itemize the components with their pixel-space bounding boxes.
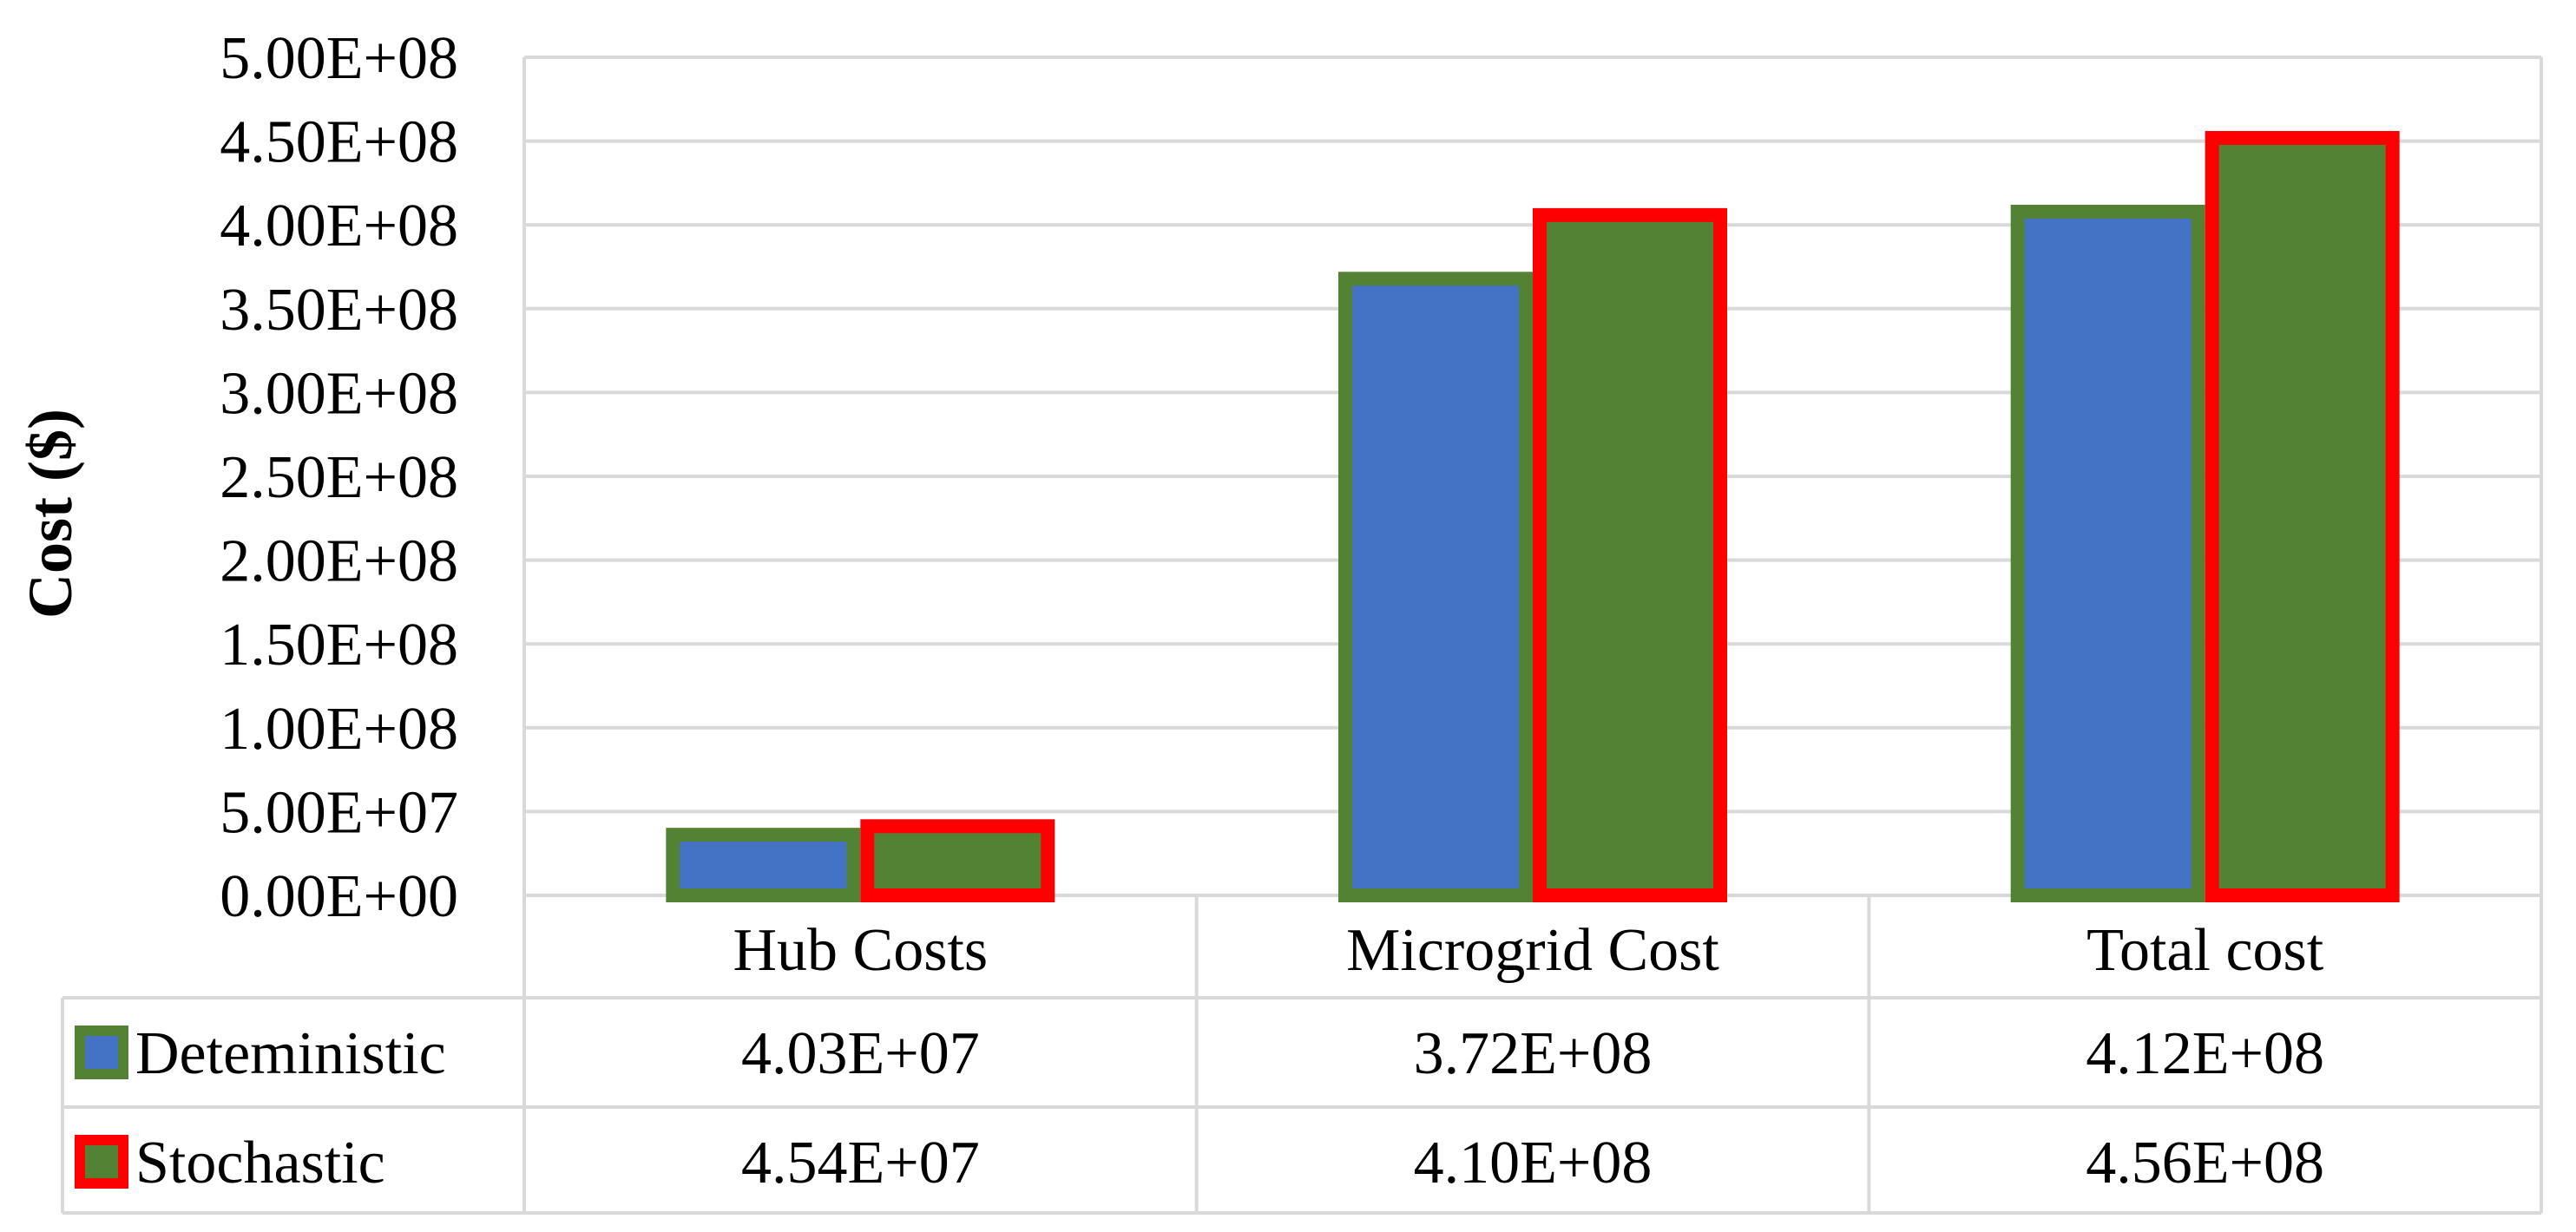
bars <box>666 131 2400 903</box>
y-axis-ticks: 0.00E+00 5.00E+07 1.00E+08 1.50E+08 2.00E+08… <box>220 25 458 930</box>
y-axis-title: Cost ($) <box>16 409 85 619</box>
table-value: 4.10E+08 <box>1414 1130 1653 1196</box>
table-value: 4.56E+08 <box>2086 1130 2324 1196</box>
bar-deteministic-2 <box>1338 272 1533 902</box>
data-table: Hub Costs Microgrid Cost Total cost Detemin… <box>61 56 2543 1215</box>
y-tick-label: 3.00E+08 <box>220 360 458 427</box>
table-value: 4.03E+07 <box>741 1020 980 1087</box>
category-label: Microgrid Cost <box>1346 917 1719 984</box>
bar-deteministic-3 <box>2010 205 2205 903</box>
y-tick-label: 2.00E+08 <box>220 528 458 595</box>
y-tick-label: 4.50E+08 <box>220 109 458 176</box>
y-tick-label: 1.00E+08 <box>220 696 458 763</box>
bar-stochastic-2 <box>1533 207 1727 902</box>
y-tick-label: 1.50E+08 <box>220 612 458 678</box>
table-value: 4.54E+07 <box>741 1130 980 1196</box>
y-tick-label: 2.50E+08 <box>220 444 458 511</box>
category-label: Hub Costs <box>733 917 988 984</box>
bar-deteministic-1 <box>666 828 861 902</box>
y-tick-label: 5.00E+08 <box>220 25 458 92</box>
legend-label-stochastic: Stochastic <box>135 1130 385 1196</box>
y-tick-label: 0.00E+00 <box>220 863 458 930</box>
legend-key-stochastic <box>75 1135 128 1189</box>
legend-key-deteministic <box>75 1026 128 1079</box>
y-tick-label: 5.00E+07 <box>220 779 458 846</box>
table-value: 3.72E+08 <box>1414 1020 1653 1087</box>
y-tick-label: 4.00E+08 <box>220 193 458 259</box>
category-label: Total cost <box>2086 917 2324 984</box>
y-tick-label: 3.50E+08 <box>220 277 458 344</box>
bar-stochastic-1 <box>860 819 1055 902</box>
table-value: 4.12E+08 <box>2086 1020 2324 1087</box>
legend-label-deteministic: Deteministic <box>135 1020 446 1087</box>
bar-stochastic-3 <box>2205 131 2400 902</box>
